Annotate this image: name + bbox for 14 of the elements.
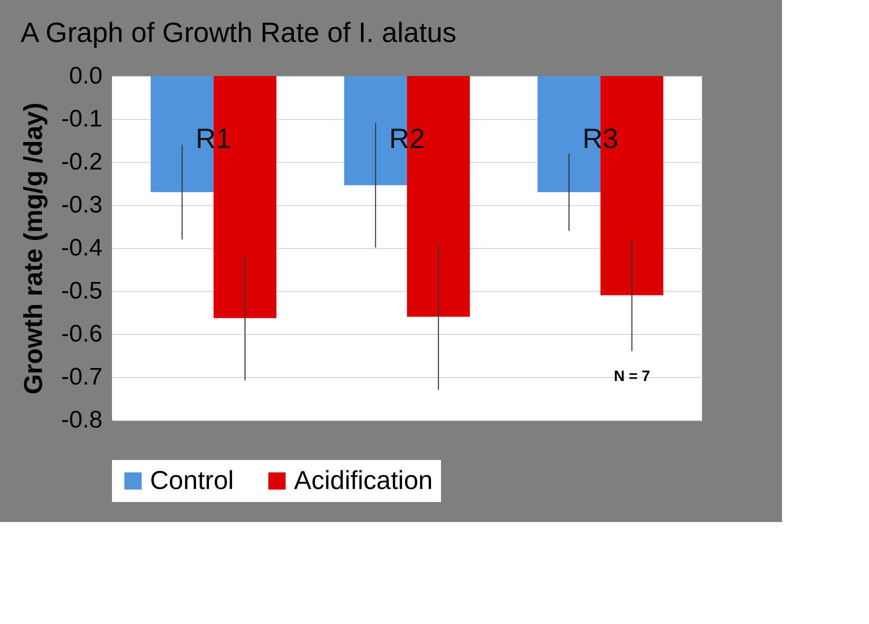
- y-tick-label: -0.1: [61, 106, 102, 132]
- y-axis-title: Growth rate (mg/g /day): [18, 102, 48, 394]
- y-tick-label: -0.8: [61, 406, 102, 434]
- y-tick-label: -0.7: [61, 364, 102, 390]
- y-tick-label: -0.2: [61, 148, 102, 176]
- legend-label: Control: [150, 465, 234, 495]
- y-tick-label: -0.3: [61, 192, 102, 218]
- y-tick-label: -0.4: [61, 234, 102, 262]
- chart-title: A Graph of Growth Rate of I. alatus: [20, 17, 456, 48]
- legend-label: Acidification: [294, 465, 433, 495]
- y-tick-label: -0.5: [61, 278, 102, 304]
- annotation: N = 7: [614, 368, 650, 385]
- y-tick-label: 0.0: [69, 62, 102, 90]
- y-tick-label: -0.6: [61, 320, 102, 348]
